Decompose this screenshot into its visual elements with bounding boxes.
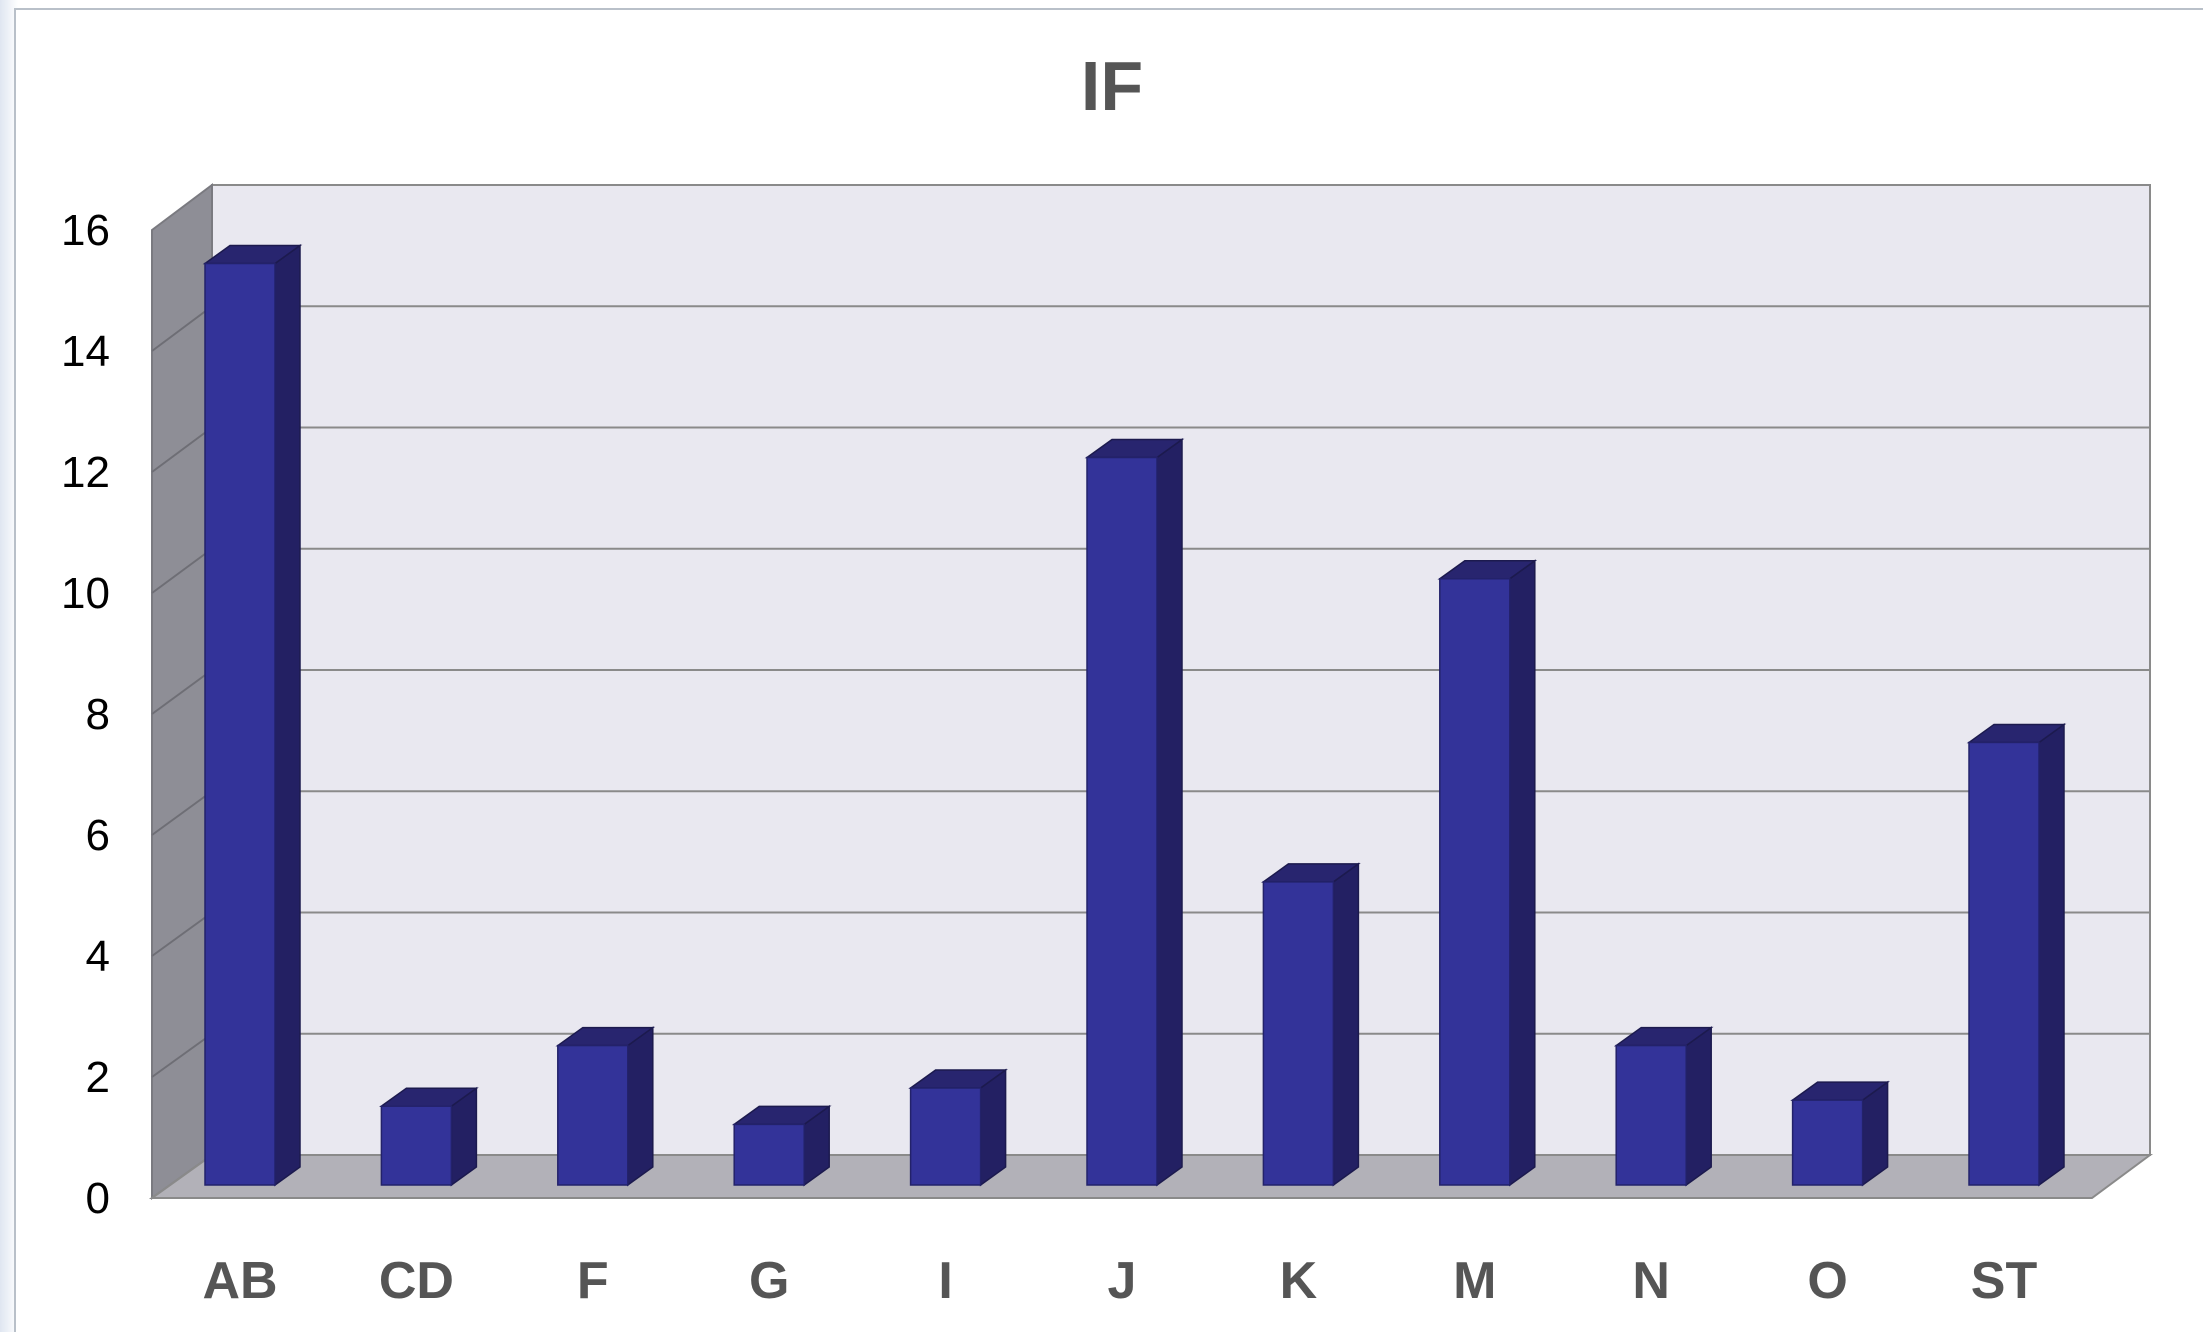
bar: [1437, 559, 1538, 1187]
bar-front: [1615, 1044, 1687, 1186]
gridline-side: [151, 669, 213, 715]
gridline-side: [151, 426, 213, 473]
bar-front: [1439, 578, 1511, 1186]
bar-front: [1968, 741, 2040, 1186]
bar-front: [909, 1087, 982, 1186]
bar-front: [733, 1123, 805, 1186]
x-tick-label: N: [1632, 1252, 1670, 1310]
y-tick-label: 6: [86, 811, 110, 860]
bar: [379, 1086, 479, 1187]
y-tick-label: 2: [86, 1053, 110, 1102]
bar-side: [1332, 862, 1360, 1187]
bar: [555, 1026, 656, 1187]
x-tick-label: I: [938, 1252, 952, 1310]
bar-side: [627, 1026, 654, 1187]
bar-side: [274, 244, 301, 1187]
gridline-side: [151, 305, 213, 352]
y-tick-label: 0: [86, 1174, 110, 1223]
x-tick-label: O: [1807, 1252, 1847, 1310]
bar: [1084, 438, 1185, 1187]
bar-front: [1262, 881, 1335, 1186]
x-tick-label: K: [1280, 1252, 1318, 1310]
bar: [908, 1068, 1008, 1187]
y-tick-label: 14: [61, 327, 110, 376]
x-tick-label: M: [1453, 1252, 1496, 1310]
bar-front: [380, 1105, 453, 1186]
chart-title: IF: [1081, 47, 1143, 125]
bar-front: [204, 262, 276, 1186]
bar: [1261, 862, 1361, 1187]
bar-side: [979, 1068, 1007, 1187]
y-tick-label: 16: [61, 206, 110, 255]
gridline-side: [151, 547, 213, 594]
x-tick-label: AB: [202, 1252, 277, 1310]
x-axis: AB CD F G I J K M N O ST: [202, 1252, 2037, 1310]
bar: [1790, 1080, 1890, 1187]
x-tick-label: J: [1108, 1252, 1137, 1310]
y-tick-label: 12: [61, 448, 110, 497]
bar: [202, 244, 303, 1187]
bar: [731, 1104, 832, 1187]
bar-side: [1685, 1026, 1712, 1187]
bar-front: [1791, 1099, 1864, 1186]
y-axis: 0 2 4 6 8 10 12 14 16: [61, 206, 110, 1223]
x-tick-label: ST: [1971, 1252, 2038, 1310]
x-tick-label: CD: [379, 1252, 454, 1310]
x-tick-label: G: [749, 1252, 789, 1310]
gridline-side: [151, 790, 213, 836]
y-tick-label: 4: [86, 932, 110, 981]
gridline-side: [151, 911, 213, 957]
bar-front: [1086, 456, 1158, 1186]
bars: [202, 244, 2067, 1187]
bar: [1966, 722, 2067, 1187]
x-tick-label: F: [577, 1252, 609, 1310]
bar: [1613, 1026, 1714, 1187]
bar-side: [2038, 722, 2065, 1187]
gridline-side: [151, 1032, 213, 1078]
bar-side: [1509, 559, 1536, 1187]
y-tick-label: 8: [86, 690, 110, 739]
bar-front: [557, 1044, 629, 1186]
y-tick-label: 10: [61, 569, 110, 618]
bar-side: [1156, 438, 1183, 1187]
